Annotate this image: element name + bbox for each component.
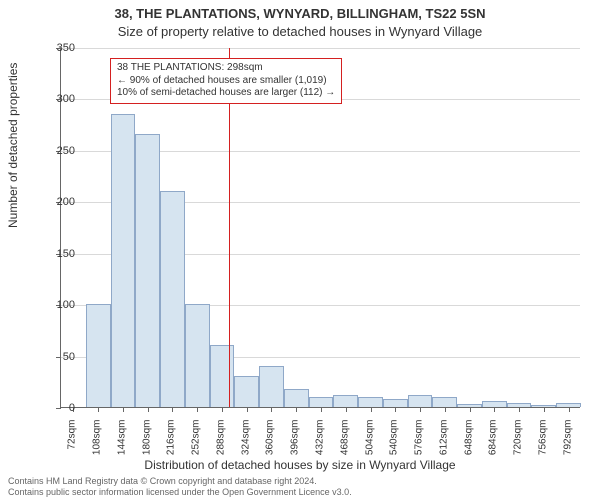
xtick-label: 468sqm — [339, 420, 350, 470]
xtick-label: 324sqm — [240, 420, 251, 470]
xtick-label: 396sqm — [290, 420, 301, 470]
xtick-mark — [98, 407, 99, 412]
xtick-mark — [544, 407, 545, 412]
footer-line-2: Contains public sector information licen… — [8, 487, 352, 498]
ytick-label: 100 — [45, 299, 75, 311]
xtick-mark — [420, 407, 421, 412]
histogram-bar — [210, 345, 235, 407]
xtick-label: 792sqm — [562, 420, 573, 470]
xtick-label: 432sqm — [315, 420, 326, 470]
gridline — [61, 48, 580, 49]
xtick-label: 72sqm — [67, 420, 78, 470]
histogram-bar — [309, 397, 334, 407]
annotation-line: 38 THE PLANTATIONS: 298sqm — [117, 62, 335, 75]
chart-subtitle: Size of property relative to detached ho… — [0, 24, 600, 39]
xtick-mark — [371, 407, 372, 412]
xtick-mark — [197, 407, 198, 412]
histogram-bar — [86, 304, 111, 407]
xtick-label: 252sqm — [191, 420, 202, 470]
xtick-mark — [346, 407, 347, 412]
footer-attribution: Contains HM Land Registry data © Crown c… — [8, 476, 352, 498]
xtick-mark — [296, 407, 297, 412]
xtick-label: 720sqm — [513, 420, 524, 470]
xtick-label: 360sqm — [265, 420, 276, 470]
histogram-bar — [383, 399, 408, 407]
histogram-bar — [259, 366, 284, 407]
xtick-label: 756sqm — [537, 420, 548, 470]
xtick-label: 288sqm — [215, 420, 226, 470]
histogram-bar — [160, 191, 185, 407]
xtick-mark — [271, 407, 272, 412]
xtick-label: 648sqm — [463, 420, 474, 470]
ytick-label: 50 — [45, 351, 75, 363]
xtick-label: 540sqm — [389, 420, 400, 470]
xtick-label: 612sqm — [438, 420, 449, 470]
xtick-label: 144sqm — [116, 420, 127, 470]
ytick-label: 350 — [45, 42, 75, 54]
chart-title: 38, THE PLANTATIONS, WYNYARD, BILLINGHAM… — [0, 6, 600, 21]
histogram-bar — [111, 114, 136, 407]
xtick-label: 576sqm — [414, 420, 425, 470]
xtick-label: 684sqm — [488, 420, 499, 470]
y-axis-label: Number of detached properties — [6, 63, 20, 228]
histogram-bar — [432, 397, 457, 407]
ytick-label: 0 — [45, 402, 75, 414]
xtick-mark — [494, 407, 495, 412]
chart-container: 38, THE PLANTATIONS, WYNYARD, BILLINGHAM… — [0, 0, 600, 500]
xtick-mark — [148, 407, 149, 412]
histogram-bar — [408, 395, 433, 407]
ytick-label: 200 — [45, 196, 75, 208]
xtick-mark — [247, 407, 248, 412]
histogram-bar — [284, 389, 309, 408]
xtick-mark — [222, 407, 223, 412]
histogram-bar — [185, 304, 210, 407]
histogram-bar — [333, 395, 358, 407]
ytick-label: 150 — [45, 248, 75, 260]
annotation-box: 38 THE PLANTATIONS: 298sqm← 90% of detac… — [110, 58, 342, 104]
xtick-label: 216sqm — [166, 420, 177, 470]
ytick-label: 300 — [45, 93, 75, 105]
ytick-label: 250 — [45, 145, 75, 157]
xtick-label: 180sqm — [141, 420, 152, 470]
xtick-mark — [445, 407, 446, 412]
xtick-mark — [519, 407, 520, 412]
histogram-bar — [234, 376, 259, 407]
footer-line-1: Contains HM Land Registry data © Crown c… — [8, 476, 352, 487]
xtick-label: 504sqm — [364, 420, 375, 470]
histogram-bar — [135, 134, 160, 407]
annotation-line: ← 90% of detached houses are smaller (1,… — [117, 75, 335, 88]
xtick-mark — [172, 407, 173, 412]
histogram-bar — [358, 397, 383, 407]
xtick-mark — [321, 407, 322, 412]
xtick-mark — [123, 407, 124, 412]
xtick-mark — [395, 407, 396, 412]
xtick-label: 108sqm — [92, 420, 103, 470]
xtick-mark — [569, 407, 570, 412]
xtick-mark — [470, 407, 471, 412]
annotation-line: 10% of semi-detached houses are larger (… — [117, 87, 335, 100]
